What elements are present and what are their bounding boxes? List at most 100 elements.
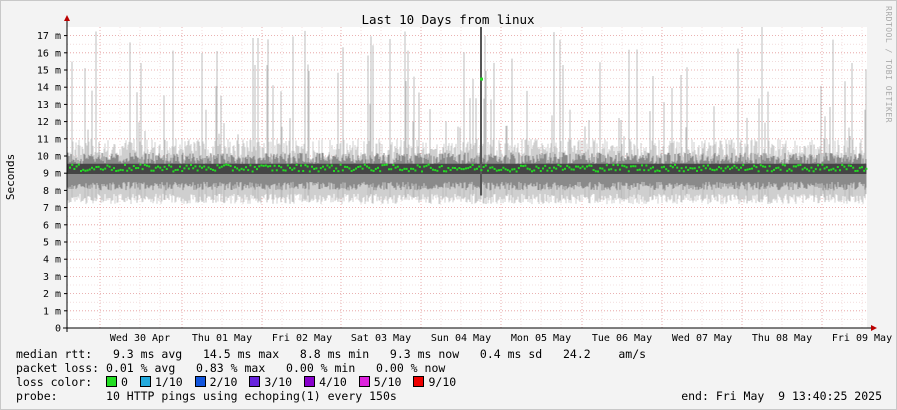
median-point (572, 168, 575, 171)
median-point (379, 170, 382, 173)
median-point (223, 164, 225, 167)
median-point (737, 168, 740, 171)
x-tick-label: Tue 06 May (592, 333, 652, 344)
median-point (608, 168, 610, 171)
median-point (328, 166, 331, 169)
median-point (176, 168, 179, 171)
median-point (346, 166, 349, 169)
median-point (179, 165, 181, 168)
median-point (407, 170, 410, 173)
median-point (533, 169, 536, 172)
median-point (377, 166, 379, 169)
median-point (515, 170, 518, 173)
x-tick-label: Sat 03 May (351, 333, 411, 344)
median-point (190, 164, 192, 167)
median-point (616, 164, 619, 167)
median-point (733, 164, 736, 167)
median-point (121, 169, 124, 172)
median-point (528, 168, 531, 171)
median-point (245, 166, 247, 169)
median-point (313, 167, 316, 170)
median-point (513, 168, 516, 171)
median-point (187, 167, 190, 170)
x-tick-label: Thu 01 May (192, 333, 252, 344)
median-point (663, 165, 665, 168)
median-point (702, 164, 705, 167)
median-point (610, 168, 613, 171)
median-rtt-label: median rtt: (16, 347, 93, 361)
probe-label: probe: (16, 389, 58, 403)
median-point (95, 165, 98, 168)
median-point (440, 165, 443, 168)
median-point (465, 167, 467, 170)
median-point (102, 168, 104, 171)
median-point (843, 165, 846, 168)
median-point (762, 165, 764, 168)
median-point (605, 164, 608, 167)
median-point (306, 165, 309, 168)
median-point (253, 165, 256, 168)
median-point (348, 167, 351, 170)
loss-color-text: 1/10 (154, 375, 183, 389)
median-point (564, 167, 566, 170)
end-time: end: Fri May 9 13:40:25 2025 (681, 389, 882, 403)
median-point (759, 164, 762, 167)
median-point (370, 169, 373, 172)
median-point (561, 168, 564, 171)
median-point (297, 170, 300, 173)
median-point (359, 165, 362, 168)
median-point (693, 167, 696, 170)
median-point (559, 165, 562, 168)
median-point (141, 168, 144, 171)
median-point (399, 168, 401, 171)
packet-loss-values: 0.01 % avg 0.83 % max 0.00 % min 0.00 % … (106, 361, 446, 375)
median-point (634, 165, 637, 168)
median-point (339, 163, 342, 166)
median-point (456, 168, 459, 171)
median-point (401, 169, 404, 172)
median-point (817, 164, 819, 167)
y-tick-label: 11 m (37, 134, 61, 145)
median-point (669, 164, 672, 167)
median-point (449, 169, 452, 172)
median-point (77, 163, 80, 166)
median-point (522, 165, 525, 168)
median-point (209, 168, 212, 171)
median-point (742, 164, 745, 167)
median-point (201, 166, 203, 169)
y-tick-label: 12 m (37, 117, 61, 128)
median-point (498, 169, 500, 172)
packet-loss-label: packet loss: (16, 361, 100, 375)
y-tick-label: 13 m (37, 100, 61, 111)
median-point (152, 169, 155, 172)
median-point (317, 170, 320, 173)
median-point (856, 169, 859, 172)
median-point (704, 167, 707, 170)
median-point (786, 169, 789, 172)
loss-color-item: 3/10 (249, 375, 292, 389)
x-tick-label: Fri 02 May (272, 333, 332, 344)
median-point (436, 169, 439, 172)
median-point (308, 170, 311, 173)
latency-chart: Last 10 Days from linux Seconds 0 1 m 2 m 3… (4, 12, 892, 344)
median-point (311, 165, 313, 168)
median-point (542, 167, 544, 170)
y-tick-labels: 0 1 m 2 m 3 m 4 m 5 m 6 m 7 m 8 m 9 m 10 m 11 m 12 m… (37, 31, 61, 334)
probe-line: probe: 10 HTTP pings using echoping(1) e… (16, 389, 882, 403)
loss-color-list: 0 1/10 2/10 3/10 4/10 5/10 9/10 (106, 375, 468, 389)
median-point (480, 169, 483, 172)
median-point (812, 170, 815, 173)
median-point (546, 169, 549, 172)
median-point (806, 168, 808, 171)
median-point (302, 169, 305, 172)
median-point (685, 166, 687, 169)
median-point (746, 168, 749, 171)
median-point (575, 165, 577, 168)
median-point (423, 165, 426, 168)
median-point (410, 167, 412, 170)
median-point (249, 164, 252, 167)
median-point (649, 167, 652, 170)
median-point (627, 170, 630, 173)
median-rtt-values: 9.3 ms avg 14.5 ms max 8.8 ms min 9.3 ms… (112, 347, 647, 361)
median-point (715, 168, 718, 171)
